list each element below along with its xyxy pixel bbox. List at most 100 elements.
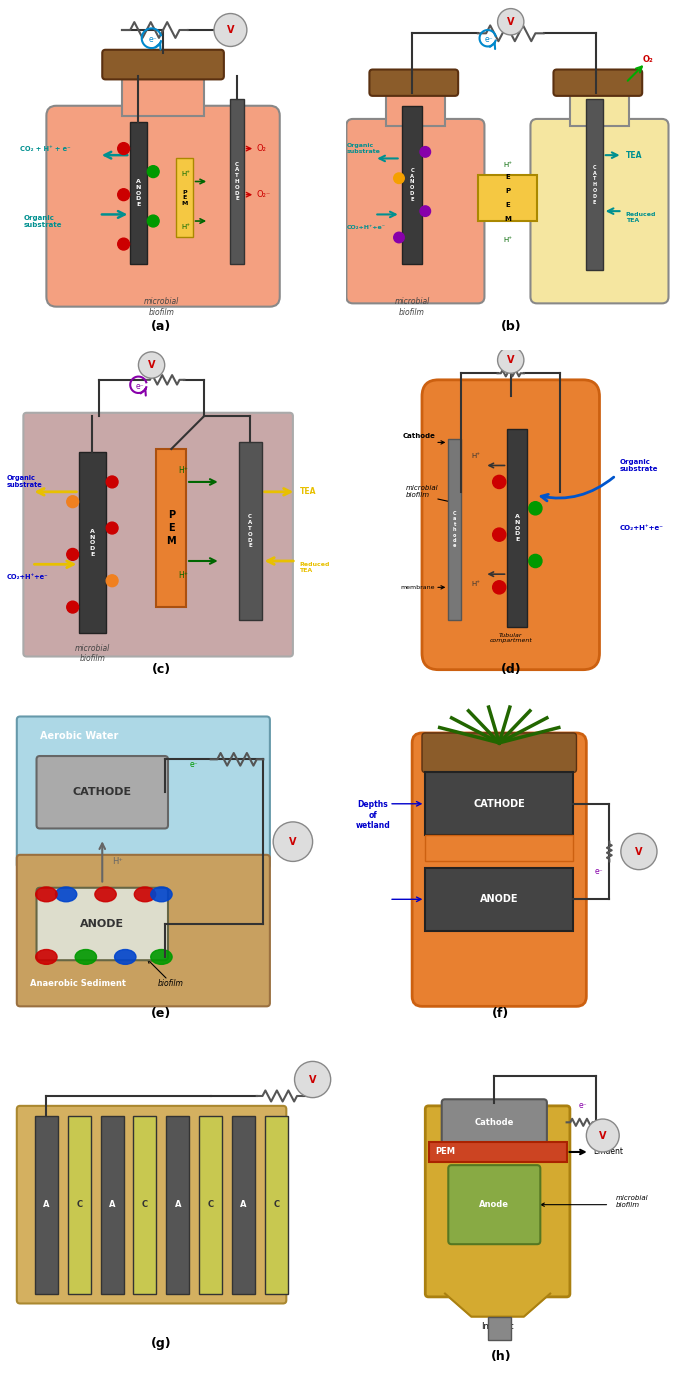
Text: microbial
biofilm: microbial biofilm [616, 1195, 649, 1208]
Circle shape [497, 8, 524, 34]
FancyBboxPatch shape [442, 1100, 547, 1145]
Text: Organic
substrate: Organic substrate [7, 475, 42, 489]
Bar [35, 1116, 58, 1293]
Text: H⁺: H⁺ [182, 224, 190, 231]
Text: A: A [175, 1200, 181, 1210]
Text: Tubular
compartment: Tubular compartment [489, 633, 532, 644]
Bar [238, 442, 262, 621]
Text: A: A [109, 1200, 115, 1210]
Circle shape [118, 188, 129, 200]
Bar [508, 430, 527, 627]
Circle shape [138, 351, 164, 378]
Text: C
A
T
H
O
D
E: C A T H O D E [235, 162, 239, 202]
FancyBboxPatch shape [425, 1105, 570, 1297]
Bar [176, 158, 192, 238]
Bar [425, 773, 573, 835]
Text: Anode: Anode [479, 1200, 510, 1210]
Bar [488, 1317, 511, 1340]
Circle shape [394, 173, 404, 184]
Text: H⁺: H⁺ [472, 453, 481, 459]
Bar [134, 1116, 156, 1293]
FancyBboxPatch shape [422, 380, 599, 670]
Text: PEM: PEM [435, 1148, 455, 1156]
Bar [425, 835, 573, 861]
Bar [570, 92, 629, 125]
Text: H⁺: H⁺ [510, 1138, 519, 1144]
FancyBboxPatch shape [17, 1105, 286, 1303]
Text: CO₂+H⁺+e⁻: CO₂+H⁺+e⁻ [7, 574, 49, 581]
Text: P: P [505, 188, 510, 195]
Text: Anaerobic Sediment: Anaerobic Sediment [30, 979, 126, 987]
Ellipse shape [36, 950, 57, 964]
Text: V: V [148, 360, 155, 369]
Ellipse shape [151, 950, 172, 964]
Text: microbial
biofilm: microbial biofilm [75, 644, 110, 663]
Text: microbial
biofilm: microbial biofilm [395, 297, 429, 317]
Text: Depths
of
wetland: Depths of wetland [356, 800, 390, 831]
Text: CO₂ + H⁺ + e⁻: CO₂ + H⁺ + e⁻ [20, 146, 71, 151]
Bar [122, 76, 204, 115]
FancyBboxPatch shape [553, 70, 643, 96]
Bar [425, 868, 573, 931]
Text: (h): (h) [490, 1350, 511, 1363]
Ellipse shape [55, 887, 77, 902]
Text: Effluent: Effluent [593, 1148, 623, 1156]
FancyBboxPatch shape [47, 106, 279, 306]
Text: TEA: TEA [299, 487, 316, 496]
Text: Organic
substrate: Organic substrate [619, 459, 658, 472]
FancyBboxPatch shape [17, 855, 270, 1006]
Circle shape [106, 575, 118, 586]
Text: C
A
T
H
O
D
E: C A T H O D E [593, 165, 597, 205]
Text: O₂: O₂ [643, 55, 653, 65]
Text: A
N
O
D
E: A N O D E [136, 178, 141, 207]
Text: C
A
T
O
D
E: C A T O D E [248, 515, 253, 548]
Circle shape [497, 347, 524, 373]
Text: C
A
N
O
D
E: C A N O D E [410, 168, 414, 202]
Text: V: V [309, 1075, 316, 1085]
Circle shape [493, 529, 506, 541]
Text: (c): (c) [152, 663, 171, 677]
Text: P
E
M: P E M [166, 509, 176, 546]
Text: H⁺: H⁺ [472, 581, 481, 586]
Text: Organic
substrate: Organic substrate [347, 143, 380, 154]
Text: A
N
O
D
E: A N O D E [514, 514, 520, 542]
Bar [230, 99, 244, 264]
Text: A: A [43, 1200, 49, 1210]
Circle shape [147, 166, 159, 177]
Text: C: C [76, 1200, 82, 1210]
Text: Aerobic Water: Aerobic Water [40, 732, 119, 741]
Circle shape [493, 475, 506, 489]
Bar [166, 1116, 189, 1293]
Text: P
E
M: P E M [182, 189, 188, 206]
Text: ANODE: ANODE [480, 894, 519, 905]
Text: V: V [599, 1130, 606, 1141]
Circle shape [147, 216, 159, 227]
Text: e⁻: e⁻ [579, 1101, 587, 1111]
Text: Cathode: Cathode [475, 1118, 514, 1127]
FancyBboxPatch shape [422, 733, 577, 773]
Text: C: C [142, 1200, 148, 1210]
Text: ANODE: ANODE [80, 919, 124, 930]
Text: CATHODE: CATHODE [73, 787, 132, 798]
Bar [130, 122, 147, 264]
Circle shape [493, 581, 506, 595]
Text: C: C [208, 1200, 214, 1210]
Text: V: V [227, 25, 234, 34]
Bar [68, 1116, 90, 1293]
Bar [199, 1116, 222, 1293]
FancyBboxPatch shape [530, 119, 669, 303]
Text: microbial
biofilm: microbial biofilm [144, 297, 179, 317]
Text: H⁺: H⁺ [178, 467, 188, 475]
Bar [79, 452, 105, 633]
Circle shape [106, 522, 118, 534]
Text: V: V [289, 836, 297, 847]
Bar [478, 174, 537, 221]
FancyBboxPatch shape [17, 717, 270, 868]
FancyBboxPatch shape [102, 49, 224, 80]
Ellipse shape [36, 887, 57, 902]
FancyBboxPatch shape [448, 1166, 540, 1244]
Text: Reduced
TEA: Reduced TEA [299, 562, 330, 573]
Bar [402, 106, 422, 264]
Text: TEA: TEA [626, 151, 643, 159]
Text: H⁺: H⁺ [503, 162, 512, 169]
